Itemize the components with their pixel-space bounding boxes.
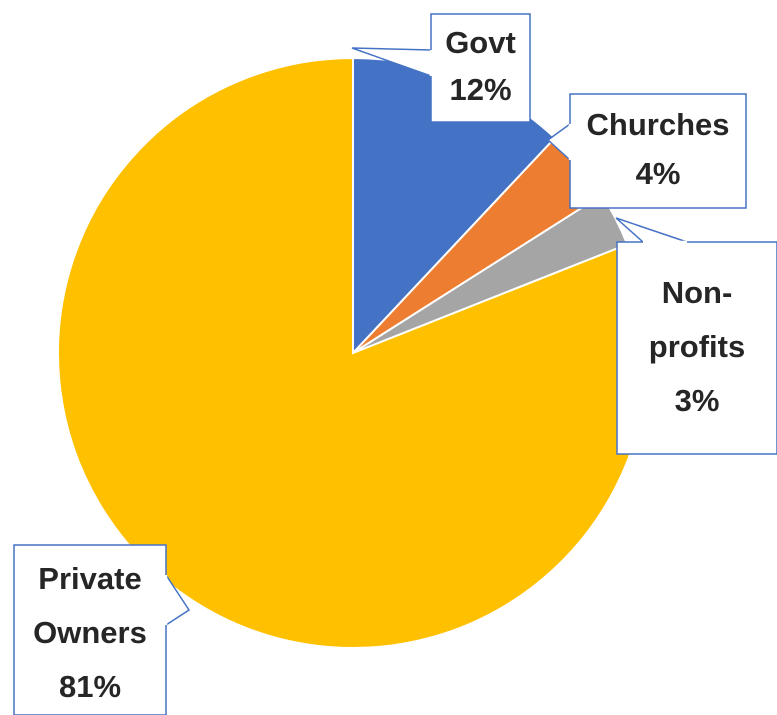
callout-label-line: 4% — [636, 156, 681, 191]
callout-govt: Govt 12% — [351, 13, 531, 123]
callout-label-line: Non- — [662, 275, 733, 310]
callout-label-line: 81% — [59, 669, 121, 704]
callout-label-line: Govt — [445, 25, 516, 60]
callout-box — [13, 544, 167, 715]
callout-pointer — [165, 574, 191, 626]
callout-box — [569, 93, 747, 209]
callout-pointer — [351, 47, 432, 77]
callout-label-line: Owners — [33, 615, 147, 650]
callout-label-line: 3% — [675, 383, 720, 418]
callout-label-line: 12% — [449, 72, 511, 107]
callout-private: Private Owners 81% — [13, 544, 191, 715]
callout-label-line: Private — [38, 561, 141, 596]
callout-pointer — [615, 217, 688, 243]
callout-box — [616, 241, 777, 455]
pie-slice-private — [57, 56, 649, 649]
callout-non: Non-profits 3% — [615, 217, 777, 455]
callout-churches: Churches 4% — [546, 93, 747, 209]
callout-label-line: profits — [649, 329, 745, 364]
callout-box — [430, 13, 531, 123]
callout-pointer — [546, 123, 571, 161]
callout-label-line: Churches — [587, 107, 730, 142]
